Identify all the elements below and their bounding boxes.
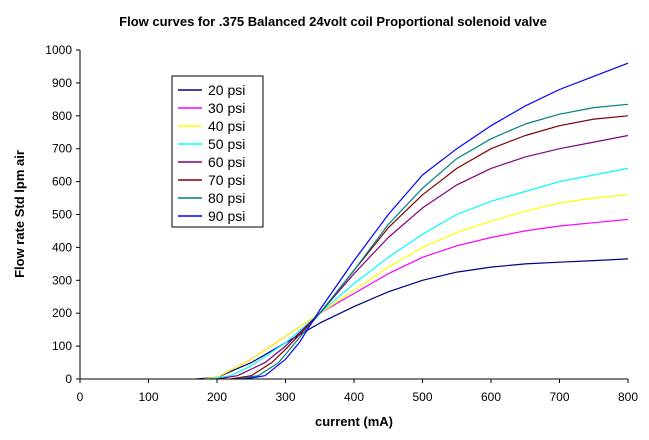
series-line-20-psi xyxy=(196,258,629,380)
y-tick-label: 800 xyxy=(52,109,72,123)
series-line-90-psi xyxy=(244,62,629,380)
series-line-40-psi xyxy=(203,194,629,380)
legend-label: 20 psi xyxy=(208,82,245,98)
legend: 20 psi 30 psi 40 psi 50 psi 60 psi 70 psi 80 p… xyxy=(171,75,264,228)
x-tick-label: 0 xyxy=(77,390,84,404)
series-line-60-psi xyxy=(216,134,629,380)
x-tick-label: 300 xyxy=(275,390,295,404)
legend-label: 40 psi xyxy=(208,118,245,134)
y-tick-label: 400 xyxy=(52,240,72,254)
y-tick-label: 1000 xyxy=(45,43,72,57)
y-tick-label: 700 xyxy=(52,142,72,156)
y-axis-title: Flow rate Std lpm air xyxy=(12,150,27,278)
legend-label: 90 psi xyxy=(208,208,245,224)
x-tick-label: 100 xyxy=(138,390,158,404)
series-line-70-psi xyxy=(230,115,629,380)
y-tick-label: 900 xyxy=(52,76,72,90)
legend-label: 30 psi xyxy=(208,100,245,116)
axes xyxy=(76,49,629,383)
x-tick-label: 800 xyxy=(618,390,638,404)
x-tick-label: 200 xyxy=(207,390,227,404)
chart-title: Flow curves for .375 Balanced 24volt coi… xyxy=(119,14,547,29)
x-tick-label: 700 xyxy=(549,390,569,404)
x-tick-label: 400 xyxy=(344,390,364,404)
series-group xyxy=(196,62,629,380)
y-tick-label: 500 xyxy=(52,208,72,222)
tick-labels: 0 100 200 300 400 500 600 700 800 0 100 200 300 400 50… xyxy=(45,43,638,404)
legend-label: 70 psi xyxy=(208,172,245,188)
series-line-80-psi xyxy=(237,103,629,380)
y-tick-label: 100 xyxy=(52,339,72,353)
x-tick-label: 500 xyxy=(412,390,432,404)
plot-area xyxy=(80,50,628,379)
series-line-50-psi xyxy=(210,167,629,380)
y-tick-label: 600 xyxy=(52,175,72,189)
y-tick-label: 0 xyxy=(65,372,72,386)
x-axis-title: current (mA) xyxy=(315,414,393,429)
y-tick-label: 300 xyxy=(52,273,72,287)
legend-label: 80 psi xyxy=(208,190,245,206)
x-tick-label: 600 xyxy=(481,390,501,404)
legend-label: 50 psi xyxy=(208,136,245,152)
y-tick-label: 200 xyxy=(52,306,72,320)
legend-label: 60 psi xyxy=(208,154,245,170)
legend-box xyxy=(171,75,264,228)
